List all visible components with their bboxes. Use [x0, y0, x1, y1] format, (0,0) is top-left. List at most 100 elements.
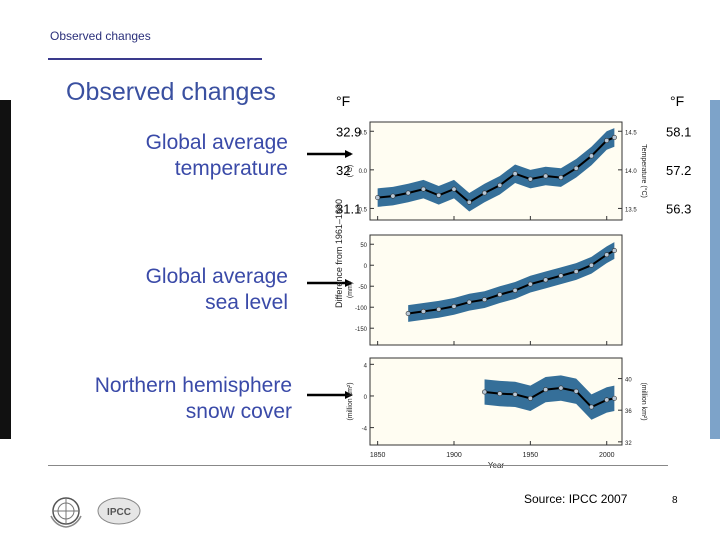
- unit-label-left: (mm): [347, 282, 354, 298]
- un-emblem-icon: [50, 497, 82, 528]
- data-point: [405, 190, 411, 196]
- data-point: [604, 397, 610, 403]
- data-point: [482, 190, 488, 196]
- data-point: [558, 385, 564, 391]
- y-tick-label-right: 32: [625, 441, 632, 447]
- data-point: [527, 176, 533, 182]
- data-point: [405, 311, 411, 317]
- data-point: [451, 303, 457, 309]
- data-point: [588, 262, 594, 268]
- y-tick-label: 50: [360, 243, 367, 249]
- series-line: [484, 387, 615, 409]
- fahrenheit-right-header: °F: [670, 93, 684, 109]
- data-point: [420, 186, 426, 192]
- unit-label-left: (°C): [346, 165, 354, 178]
- data-point: [497, 391, 503, 397]
- data-point: [436, 192, 442, 198]
- ipcc-logo-text: IPCC: [107, 507, 131, 518]
- data-point: [543, 173, 549, 179]
- fahrenheit-left-header: °F: [336, 93, 350, 109]
- label-line: Global average: [145, 131, 288, 154]
- data-point: [420, 308, 426, 314]
- data-point: [512, 171, 518, 177]
- source-citation: Source: IPCC 2007: [524, 492, 628, 506]
- panel-sea_level: 50 0 -50 -100 -150 (mm): [347, 234, 623, 346]
- data-point: [543, 277, 549, 283]
- data-point: [466, 199, 472, 205]
- x-tick-label: 1850: [370, 452, 386, 459]
- data-point: [482, 297, 488, 303]
- fahrenheit-label-right: 57.2: [666, 163, 691, 178]
- data-point: [512, 287, 518, 293]
- y-tick-label: 4: [364, 363, 368, 369]
- fahrenheit-label-left: 32: [336, 163, 350, 178]
- shared-y-axis-label: Difference from 1961–1990: [334, 199, 344, 308]
- y-tick-label: 0.5: [359, 130, 368, 136]
- panel-temperature: 0.5 0.0 -0.5 14.5 14.0 13.5 (°C) Temperature (°…: [336, 121, 691, 221]
- data-point: [558, 273, 564, 279]
- data-point: [588, 404, 594, 410]
- label-snow-cover: Northern hemisphere snow cover: [20, 373, 292, 425]
- fahrenheit-label-right: 58.1: [666, 124, 691, 139]
- y-tick-label: -100: [355, 306, 368, 312]
- fahrenheit-label-left: 31.1: [336, 201, 361, 216]
- y-tick-label: 0: [364, 264, 368, 270]
- fahrenheit-label-left: 32.9: [336, 124, 361, 139]
- x-tick-label: 1900: [446, 452, 462, 459]
- label-line: Global average: [145, 265, 288, 288]
- slide-title: Observed changes: [66, 78, 276, 106]
- uncertainty-band: [484, 375, 615, 420]
- data-point: [375, 195, 381, 201]
- header-divider: [48, 58, 262, 60]
- data-point: [512, 391, 518, 397]
- header-text: Observed changes: [50, 29, 151, 43]
- y-tick-label: -4: [362, 427, 368, 433]
- data-point: [611, 248, 617, 254]
- y-tick-label: -50: [358, 285, 367, 291]
- data-point: [573, 165, 579, 171]
- data-point: [573, 388, 579, 394]
- label-global-temperature: Global average temperature: [60, 130, 288, 182]
- x-tick-label: 1950: [523, 452, 539, 459]
- label-global-sea-level: Global average sea level: [60, 264, 288, 316]
- unit-label-left: (million km²): [347, 382, 354, 420]
- y-tick-label-right: 36: [625, 409, 632, 415]
- footer-divider: [48, 465, 668, 466]
- data-point: [390, 193, 396, 199]
- data-point: [482, 389, 488, 395]
- label-line: snow cover: [185, 400, 292, 423]
- y-tick-label: -0.5: [357, 207, 368, 213]
- data-point: [588, 153, 594, 159]
- label-line: sea level: [205, 291, 288, 314]
- data-point: [527, 281, 533, 287]
- unit-label-right: Temperature (°C): [640, 144, 648, 198]
- data-point: [604, 252, 610, 258]
- fahrenheit-label-right: 56.3: [666, 201, 691, 216]
- data-point: [543, 387, 549, 393]
- y-tick-label-right: 14.0: [625, 169, 637, 175]
- uncertainty-band: [408, 242, 615, 322]
- label-line: temperature: [174, 157, 288, 180]
- data-point: [573, 269, 579, 275]
- data-point: [558, 175, 564, 181]
- data-point: [451, 186, 457, 192]
- y-tick-label: -150: [355, 327, 368, 333]
- data-point: [611, 395, 617, 401]
- y-tick-label-right: 40: [625, 378, 632, 384]
- label-line: Northern hemisphere: [94, 374, 292, 397]
- data-point: [436, 306, 442, 312]
- data-point: [497, 182, 503, 188]
- right-edge-bar: [710, 100, 720, 439]
- y-tick-label-right: 14.5: [625, 130, 637, 136]
- y-tick-label: 0: [364, 395, 368, 401]
- y-tick-label-right: 13.5: [625, 207, 637, 213]
- data-point: [611, 134, 617, 140]
- unit-label-right: (million km²): [640, 382, 647, 420]
- ipcc-logo: IPCC: [97, 497, 141, 525]
- y-tick-label: 0.0: [359, 169, 368, 175]
- data-point: [466, 299, 472, 305]
- page-number: 8: [672, 495, 678, 506]
- x-tick-label: 2000: [599, 452, 615, 459]
